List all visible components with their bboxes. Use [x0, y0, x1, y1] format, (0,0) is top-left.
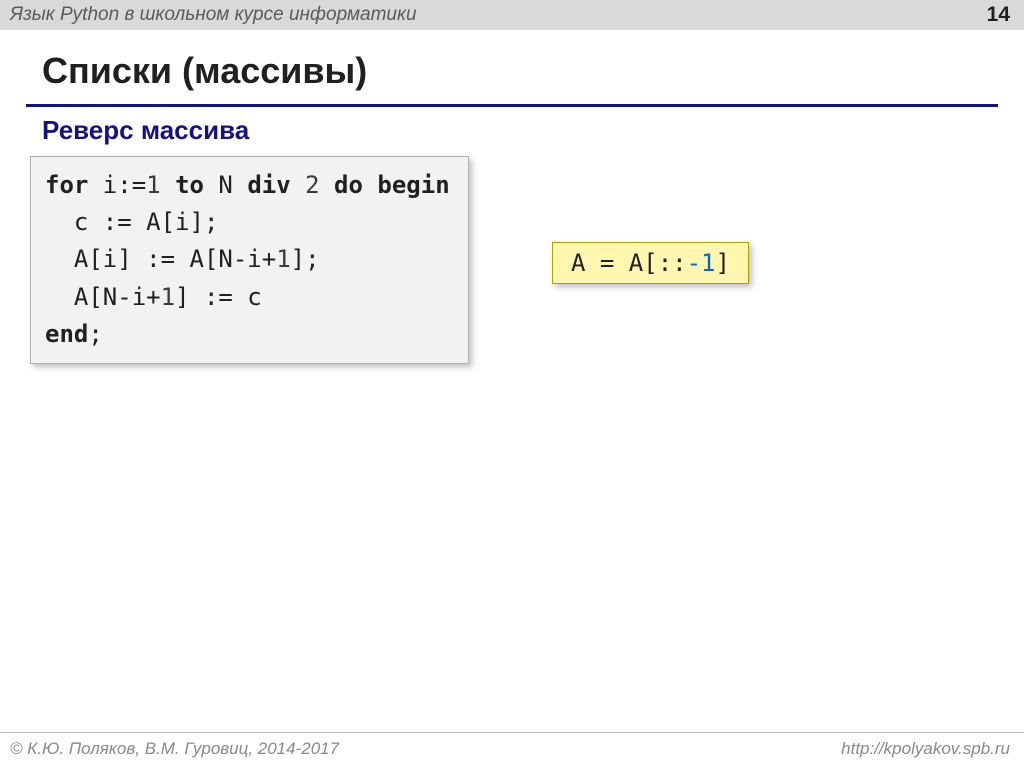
- copyright-text: © К.Ю. Поляков, В.М. Гуровиц, 2014-2017: [10, 739, 339, 759]
- python-prefix: A = A[::: [571, 249, 687, 277]
- content-area: for i:=1 to N div 2 do begin c := A[i]; …: [0, 156, 1024, 364]
- slide-number: 14: [987, 3, 1010, 27]
- slide-subtitle: Реверс массива: [0, 107, 1024, 156]
- header-bar: Язык Python в школьном курсе информатики…: [0, 0, 1024, 30]
- slide-title: Списки (массивы): [0, 30, 1024, 104]
- course-title: Язык Python в школьном курсе информатики: [10, 4, 417, 26]
- python-code-box: A = A[::-1]: [552, 242, 749, 284]
- footer-url: http://kpolyakov.spb.ru: [841, 739, 1010, 759]
- python-suffix: ]: [716, 249, 730, 277]
- python-negative-index: -1: [687, 249, 716, 277]
- footer: © К.Ю. Поляков, В.М. Гуровиц, 2014-2017 …: [0, 732, 1024, 767]
- pascal-code-box: for i:=1 to N div 2 do begin c := A[i]; …: [30, 156, 469, 364]
